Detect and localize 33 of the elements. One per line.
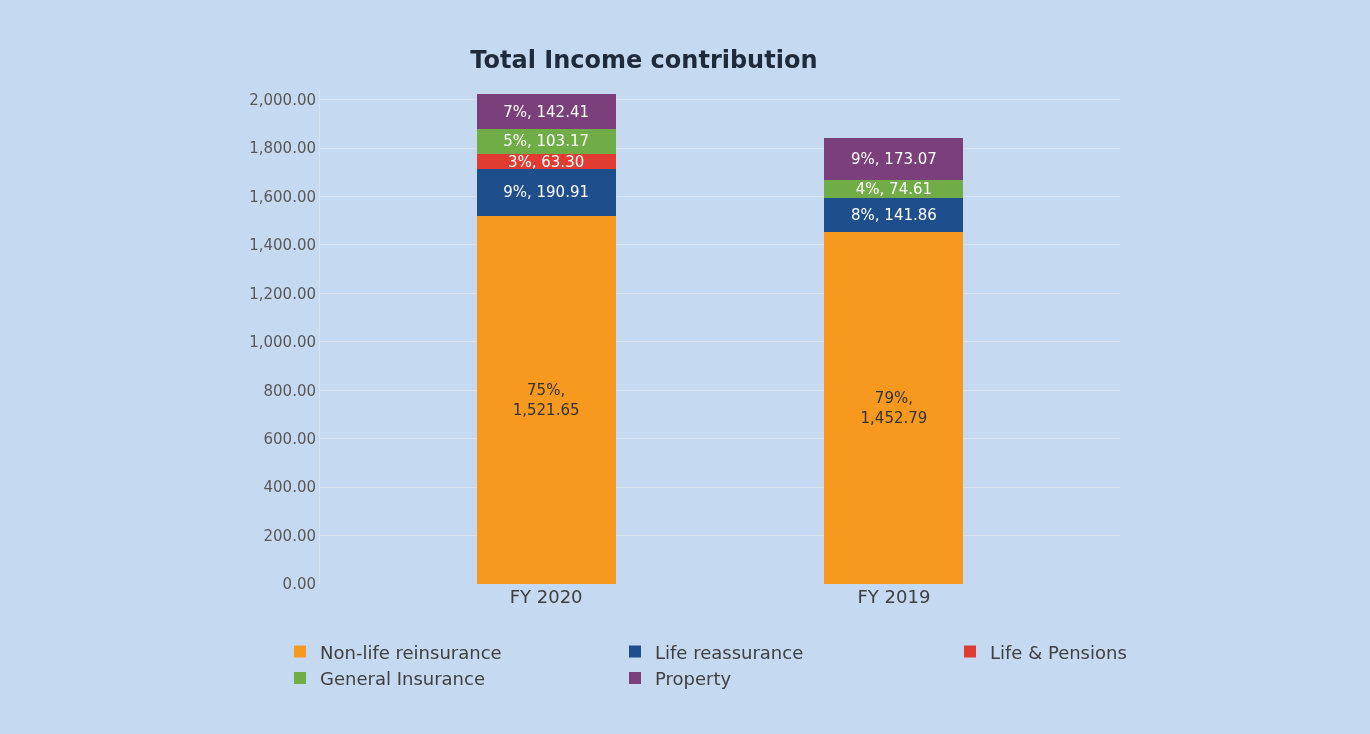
- legend-label: Property: [655, 668, 732, 690]
- y-tick-label: 2,000.00: [249, 90, 316, 109]
- y-tick-label: 400.00: [263, 478, 316, 497]
- legend-label: Non-life reinsurance: [320, 641, 502, 663]
- y-tick-label: 1,200.00: [249, 284, 316, 303]
- bar: [824, 137, 964, 180]
- y-tick-label: 1,600.00: [249, 187, 316, 206]
- legend-label: Life reassurance: [655, 641, 804, 663]
- bar: [824, 232, 964, 584]
- data-label: 4%, 74.61: [855, 179, 933, 198]
- data-label: 3%, 63.30: [507, 152, 585, 171]
- bar: [476, 215, 616, 584]
- data-label: 75%, 1,521.65: [512, 381, 580, 419]
- y-tick-label: 1,800.00: [249, 139, 316, 158]
- y-tick-label: 1,000.00: [249, 333, 316, 352]
- bar: [476, 94, 616, 129]
- x-tick-label: FY 2019: [857, 586, 931, 607]
- data-label: 9%, 173.07: [851, 149, 937, 168]
- y-tick-label: 600.00: [263, 429, 316, 448]
- bar: [476, 169, 616, 216]
- data-label: 9%, 190.91: [503, 183, 589, 202]
- data-label: 7%, 142.41: [503, 102, 589, 121]
- y-tick-label: 1,400.00: [249, 236, 316, 255]
- data-label: 5%, 103.17: [503, 132, 589, 151]
- chart-title: Total Income contribution: [470, 46, 818, 75]
- y-tick-label: 200.00: [263, 526, 316, 545]
- legend-label: Life & Pensions: [990, 641, 1127, 663]
- y-tick-label: 0.00: [282, 575, 316, 594]
- data-label: 79%, 1,452.79: [860, 389, 928, 427]
- legend-label: General Insurance: [320, 668, 485, 690]
- y-tick-label: 800.00: [263, 381, 316, 400]
- x-tick-label: FY 2020: [509, 586, 583, 607]
- data-label: 8%, 141.86: [851, 206, 937, 225]
